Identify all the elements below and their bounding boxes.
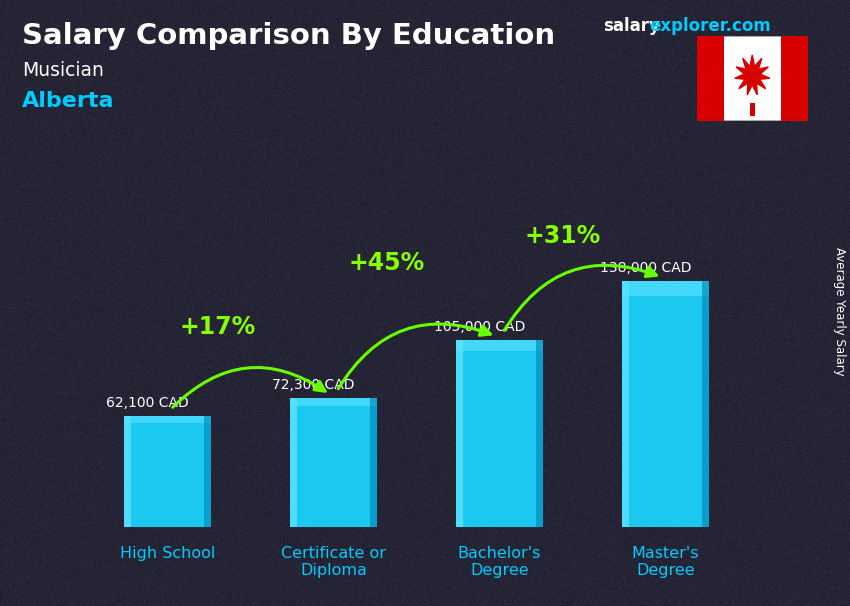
- Text: 62,100 CAD: 62,100 CAD: [106, 396, 189, 410]
- Text: 105,000 CAD: 105,000 CAD: [434, 319, 525, 334]
- Bar: [370, 398, 377, 527]
- Text: 72,300 CAD: 72,300 CAD: [272, 378, 354, 392]
- Bar: [291, 398, 298, 527]
- Bar: [124, 416, 211, 527]
- Bar: [124, 416, 211, 423]
- Bar: [204, 416, 211, 527]
- Bar: [291, 398, 377, 527]
- Bar: [456, 340, 542, 527]
- Bar: [697, 36, 723, 121]
- Text: 138,000 CAD: 138,000 CAD: [600, 261, 691, 275]
- Bar: [622, 281, 709, 527]
- Bar: [622, 281, 709, 296]
- Text: +45%: +45%: [348, 251, 425, 275]
- Text: +17%: +17%: [179, 315, 255, 339]
- Text: Average Yearly Salary: Average Yearly Salary: [834, 247, 847, 375]
- Bar: [124, 416, 131, 527]
- Bar: [456, 340, 542, 351]
- Text: salary: salary: [603, 17, 660, 35]
- Bar: [291, 398, 377, 406]
- Bar: [781, 36, 807, 121]
- FancyBboxPatch shape: [697, 36, 808, 121]
- Bar: [456, 340, 463, 527]
- Polygon shape: [734, 55, 770, 95]
- Bar: [702, 281, 709, 527]
- Text: +31%: +31%: [524, 224, 601, 248]
- Text: explorer.com: explorer.com: [649, 17, 771, 35]
- Text: Musician: Musician: [22, 61, 104, 81]
- Text: Salary Comparison By Education: Salary Comparison By Education: [22, 22, 555, 50]
- Bar: [750, 102, 755, 116]
- Bar: [536, 340, 542, 527]
- Text: Alberta: Alberta: [22, 91, 115, 111]
- Bar: [622, 281, 629, 527]
